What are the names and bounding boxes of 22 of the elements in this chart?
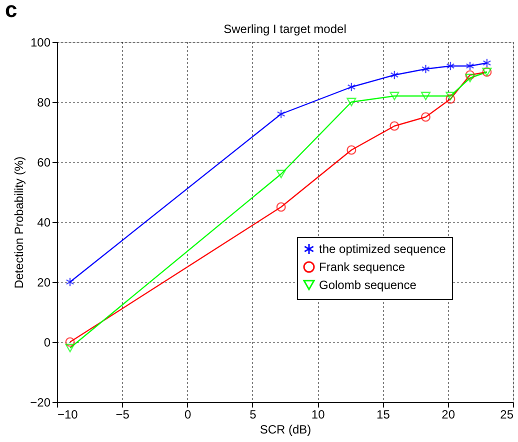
- x-tick-label: 25: [500, 408, 514, 422]
- legend-label: the optimized sequence: [319, 242, 446, 256]
- y-tick-label: −20: [30, 396, 51, 410]
- x-tick-label: 10: [311, 408, 326, 422]
- chart-title: Swerling I target model: [224, 22, 346, 36]
- x-tick-label: 20: [442, 408, 456, 422]
- x-tick-label: −10: [58, 408, 78, 422]
- y-tick-label: 0: [44, 336, 51, 350]
- x-tick-label: 0: [184, 408, 192, 422]
- text: c: [5, 0, 18, 22]
- x-tick-label: 15: [376, 408, 390, 422]
- y-tick-label: 40: [37, 216, 51, 230]
- legend-label: Frank sequence: [319, 260, 406, 274]
- y-tick-label: 80: [37, 96, 51, 110]
- y-tick-label: 60: [37, 156, 51, 170]
- x-axis-title: SCR (dB): [260, 422, 312, 436]
- y-tick-label: 20: [37, 276, 51, 290]
- x-tick-label: −5: [116, 408, 130, 422]
- legend-label: Golomb sequence: [319, 278, 417, 292]
- y-tick-label: 100: [30, 36, 51, 50]
- x-tick-label: 5: [250, 408, 257, 422]
- y-axis-title: Detection Probability (%): [12, 156, 26, 289]
